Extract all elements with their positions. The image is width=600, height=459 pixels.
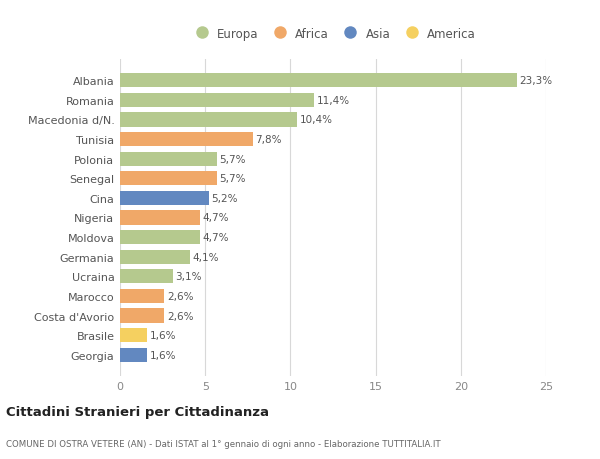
Text: 4,7%: 4,7% (203, 233, 229, 242)
Text: 11,4%: 11,4% (317, 95, 350, 106)
Text: 4,7%: 4,7% (203, 213, 229, 223)
Text: 10,4%: 10,4% (300, 115, 333, 125)
Bar (120, 309, 164, 323)
Text: 23,3%: 23,3% (520, 76, 553, 86)
Text: 5,2%: 5,2% (211, 194, 238, 203)
Legend: Europa, Africa, Asia, America: Europa, Africa, Asia, America (190, 28, 476, 40)
Bar (120, 348, 147, 362)
Text: 5,7%: 5,7% (220, 154, 246, 164)
Bar (120, 269, 173, 284)
Bar (120, 74, 517, 88)
Text: COMUNE DI OSTRA VETERE (AN) - Dati ISTAT al 1° gennaio di ogni anno - Elaborazio: COMUNE DI OSTRA VETERE (AN) - Dati ISTAT… (6, 439, 440, 448)
Text: 2,6%: 2,6% (167, 311, 193, 321)
Bar (120, 133, 253, 147)
Bar (120, 172, 217, 186)
Bar (120, 289, 164, 303)
Bar (120, 230, 200, 245)
Bar (120, 328, 147, 342)
Text: 1,6%: 1,6% (150, 350, 176, 360)
Text: Cittadini Stranieri per Cittadinanza: Cittadini Stranieri per Cittadinanza (6, 405, 269, 419)
Bar (120, 94, 314, 108)
Bar (120, 152, 217, 167)
Text: 2,6%: 2,6% (167, 291, 193, 301)
Text: 4,1%: 4,1% (193, 252, 219, 262)
Bar (120, 211, 200, 225)
Bar (120, 191, 209, 206)
Text: 1,6%: 1,6% (150, 330, 176, 341)
Text: 5,7%: 5,7% (220, 174, 246, 184)
Text: 3,1%: 3,1% (175, 272, 202, 282)
Bar (120, 250, 190, 264)
Bar (120, 113, 297, 127)
Text: 7,8%: 7,8% (256, 135, 282, 145)
